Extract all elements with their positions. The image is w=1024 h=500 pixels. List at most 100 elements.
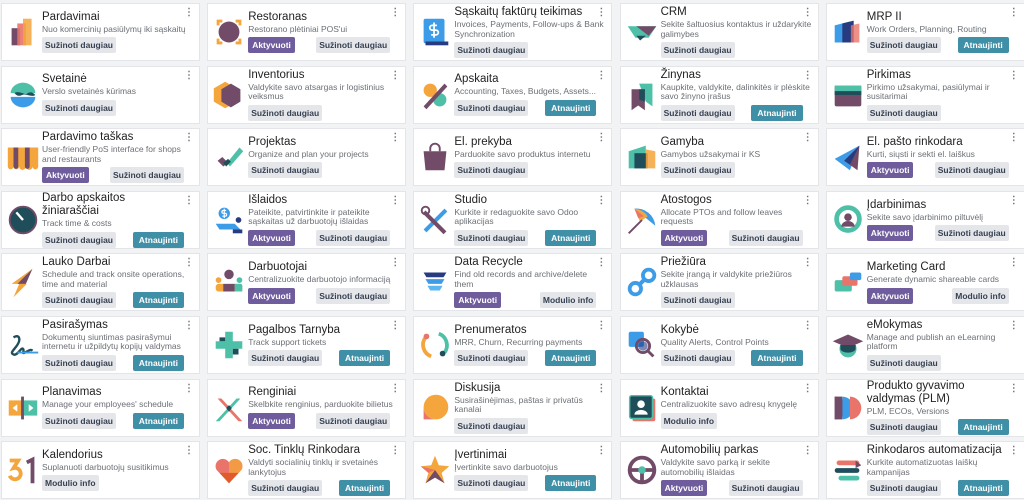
more-options-icon[interactable]: ⋮: [596, 382, 607, 394]
activate-button[interactable]: Aktyvuoti: [248, 37, 295, 54]
activate-button[interactable]: Aktyvuoti: [248, 412, 295, 429]
more-options-icon[interactable]: ⋮: [596, 319, 607, 331]
learn-more-button[interactable]: Sužinoti daugiau: [454, 99, 529, 116]
upgrade-button[interactable]: Atnaujinti: [132, 354, 184, 371]
learn-more-button[interactable]: Sužinoti daugiau: [866, 354, 941, 371]
learn-more-button[interactable]: Sužinoti daugiau: [866, 480, 941, 497]
more-options-icon[interactable]: ⋮: [1008, 69, 1019, 81]
learn-more-button[interactable]: Sužinoti daugiau: [248, 480, 323, 497]
more-options-icon[interactable]: ⋮: [390, 319, 401, 331]
learn-more-button[interactable]: Sužinoti daugiau: [316, 37, 391, 54]
upgrade-button[interactable]: Atnaujinti: [132, 412, 184, 429]
more-options-icon[interactable]: ⋮: [390, 132, 401, 144]
more-options-icon[interactable]: ⋮: [802, 194, 813, 206]
module-info-button[interactable]: Modulio info: [42, 475, 99, 492]
more-options-icon[interactable]: ⋮: [1008, 194, 1019, 206]
learn-more-button[interactable]: Sužinoti daugiau: [660, 350, 735, 367]
more-options-icon[interactable]: ⋮: [390, 257, 401, 269]
more-options-icon[interactable]: ⋮: [1008, 382, 1019, 394]
upgrade-button[interactable]: Atnaujinti: [957, 419, 1009, 436]
learn-more-button[interactable]: Sužinoti daugiau: [316, 229, 391, 246]
more-options-icon[interactable]: ⋮: [802, 132, 813, 144]
more-options-icon[interactable]: ⋮: [1008, 132, 1019, 144]
learn-more-button[interactable]: Sužinoti daugiau: [660, 104, 735, 121]
learn-more-button[interactable]: Sužinoti daugiau: [316, 412, 391, 429]
more-options-icon[interactable]: ⋮: [184, 7, 194, 18]
learn-more-button[interactable]: Sužinoti daugiau: [42, 292, 116, 309]
more-options-icon[interactable]: ⋮: [802, 69, 813, 81]
more-options-icon[interactable]: ⋮: [596, 132, 607, 144]
learn-more-button[interactable]: Sužinoti daugiau: [316, 287, 391, 304]
learn-more-button[interactable]: Sužinoti daugiau: [934, 225, 1009, 242]
more-options-icon[interactable]: ⋮: [802, 257, 813, 269]
learn-more-button[interactable]: Sužinoti daugiau: [42, 231, 116, 248]
more-options-icon[interactable]: ⋮: [184, 319, 194, 331]
more-options-icon[interactable]: ⋮: [184, 382, 194, 394]
activate-button[interactable]: Aktyvuoti: [248, 287, 295, 304]
learn-more-button[interactable]: Sužinoti daugiau: [248, 104, 323, 121]
upgrade-button[interactable]: Atnaujinti: [957, 480, 1009, 497]
module-info-button[interactable]: Modulio info: [539, 292, 597, 309]
more-options-icon[interactable]: ⋮: [184, 194, 194, 206]
learn-more-button[interactable]: Sužinoti daugiau: [454, 162, 529, 179]
learn-more-button[interactable]: Sužinoti daugiau: [660, 162, 735, 179]
more-options-icon[interactable]: ⋮: [1008, 7, 1019, 18]
more-options-icon[interactable]: ⋮: [390, 69, 401, 81]
learn-more-button[interactable]: Sužinoti daugiau: [728, 480, 803, 497]
upgrade-button[interactable]: Atnaujinti: [957, 37, 1009, 54]
more-options-icon[interactable]: ⋮: [596, 69, 607, 81]
upgrade-button[interactable]: Atnaujinti: [545, 229, 597, 246]
upgrade-button[interactable]: Atnaujinti: [545, 475, 597, 492]
activate-button[interactable]: Aktyvuoti: [248, 229, 295, 246]
learn-more-button[interactable]: Sužinoti daugiau: [248, 162, 323, 179]
more-options-icon[interactable]: ⋮: [184, 132, 194, 144]
more-options-icon[interactable]: ⋮: [1008, 445, 1019, 457]
more-options-icon[interactable]: ⋮: [802, 319, 813, 331]
upgrade-button[interactable]: Atnaujinti: [545, 350, 597, 367]
activate-button[interactable]: Aktyvuoti: [660, 480, 708, 497]
learn-more-button[interactable]: Sužinoti daugiau: [454, 417, 529, 434]
module-info-button[interactable]: Modulio info: [660, 412, 718, 429]
learn-more-button[interactable]: Sužinoti daugiau: [660, 42, 735, 58]
learn-more-button[interactable]: Sužinoti daugiau: [42, 354, 116, 371]
learn-more-button[interactable]: Sužinoti daugiau: [42, 37, 116, 54]
learn-more-button[interactable]: Sužinoti daugiau: [866, 104, 941, 121]
more-options-icon[interactable]: ⋮: [390, 194, 401, 206]
more-options-icon[interactable]: ⋮: [390, 7, 401, 18]
learn-more-button[interactable]: Sužinoti daugiau: [454, 475, 529, 492]
more-options-icon[interactable]: ⋮: [596, 445, 607, 457]
learn-more-button[interactable]: Sužinoti daugiau: [866, 37, 941, 54]
learn-more-button[interactable]: Sužinoti daugiau: [660, 292, 735, 309]
upgrade-button[interactable]: Atnaujinti: [132, 292, 184, 309]
more-options-icon[interactable]: ⋮: [1008, 319, 1019, 331]
more-options-icon[interactable]: ⋮: [802, 382, 813, 394]
more-options-icon[interactable]: ⋮: [1008, 257, 1019, 269]
more-options-icon[interactable]: ⋮: [596, 7, 607, 18]
activate-button[interactable]: Aktyvuoti: [454, 292, 502, 309]
more-options-icon[interactable]: ⋮: [390, 382, 401, 394]
learn-more-button[interactable]: Sužinoti daugiau: [728, 229, 803, 246]
more-options-icon[interactable]: ⋮: [390, 445, 401, 457]
learn-more-button[interactable]: Sužinoti daugiau: [42, 412, 116, 429]
activate-button[interactable]: Aktyvuoti: [660, 229, 708, 246]
upgrade-button[interactable]: Atnaujinti: [132, 231, 184, 248]
activate-button[interactable]: Aktyvuoti: [42, 167, 89, 184]
module-info-button[interactable]: Modulio info: [952, 287, 1009, 304]
learn-more-button[interactable]: Sužinoti daugiau: [110, 167, 184, 184]
upgrade-button[interactable]: Atnaujinti: [338, 350, 391, 367]
more-options-icon[interactable]: ⋮: [802, 7, 813, 18]
learn-more-button[interactable]: Sužinoti daugiau: [454, 229, 529, 246]
learn-more-button[interactable]: Sužinoti daugiau: [454, 350, 529, 367]
learn-more-button[interactable]: Sužinoti daugiau: [454, 42, 529, 58]
learn-more-button[interactable]: Sužinoti daugiau: [866, 419, 941, 436]
activate-button[interactable]: Aktyvuoti: [866, 287, 914, 304]
more-options-icon[interactable]: ⋮: [802, 445, 813, 457]
upgrade-button[interactable]: Atnaujinti: [751, 350, 803, 367]
upgrade-button[interactable]: Atnaujinti: [751, 104, 803, 121]
more-options-icon[interactable]: ⋮: [596, 194, 607, 206]
more-options-icon[interactable]: ⋮: [184, 445, 194, 457]
more-options-icon[interactable]: ⋮: [184, 69, 194, 81]
more-options-icon[interactable]: ⋮: [596, 257, 607, 269]
learn-more-button[interactable]: Sužinoti daugiau: [934, 162, 1009, 179]
upgrade-button[interactable]: Atnaujinti: [545, 99, 597, 116]
